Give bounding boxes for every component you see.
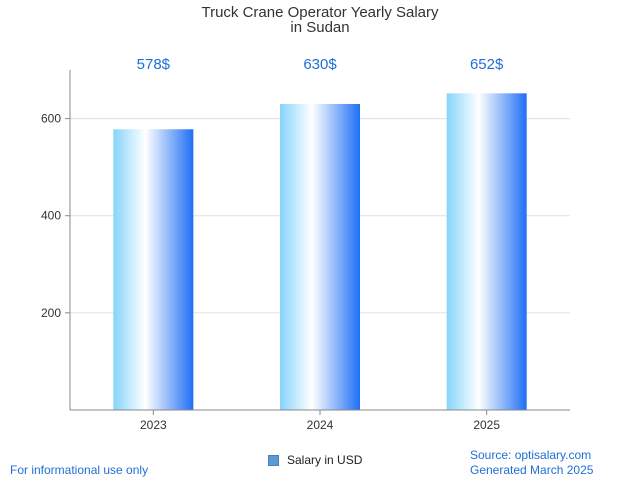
chart-title-line-2: in Sudan — [290, 19, 349, 36]
x-tick-label: 2024 — [307, 418, 334, 432]
source-block: Source: optisalary.com Generated March 2… — [470, 448, 593, 478]
bar-2024[interactable] — [280, 104, 360, 410]
chart-title-line-1: Truck Crane Operator Yearly Salary — [201, 4, 439, 21]
source-link[interactable]: Source: optisalary.com — [470, 448, 592, 462]
chart-legend: Salary in USD — [262, 449, 369, 471]
data-label: 578$ — [137, 56, 171, 73]
data-label: 652$ — [470, 56, 504, 73]
legend-label: Salary in USD — [287, 453, 363, 467]
x-tick-label: 2025 — [473, 418, 500, 432]
y-tick-label: 200 — [41, 306, 61, 320]
y-tick-label: 400 — [41, 209, 61, 223]
y-tick-label: 600 — [41, 112, 61, 126]
generated-date: Generated March 2025 — [470, 463, 594, 477]
bar-2023[interactable] — [113, 129, 194, 410]
x-tick-label: 2023 — [140, 418, 167, 432]
data-label: 630$ — [303, 56, 337, 73]
legend-swatch — [268, 454, 279, 466]
disclaimer-text: For informational use only — [10, 463, 149, 477]
bar-2025[interactable] — [446, 93, 527, 411]
